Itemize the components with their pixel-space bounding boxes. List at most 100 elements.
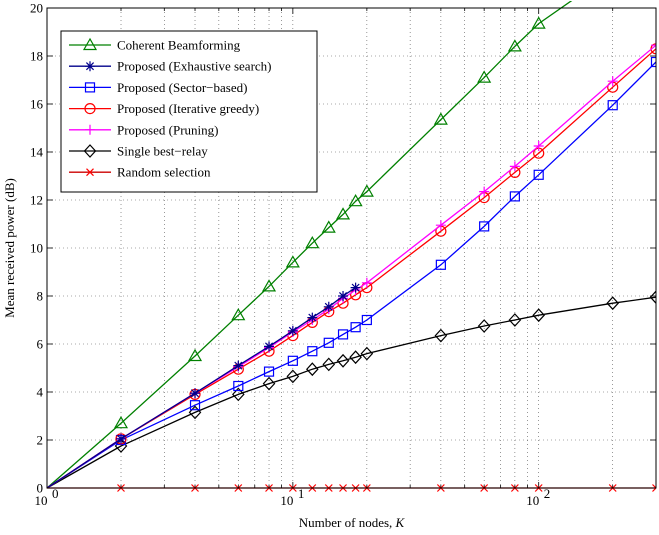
square-marker [189,400,201,411]
x-tick-label: 10 [526,493,539,508]
series-line [47,1,573,489]
diamond-marker [188,405,202,420]
square-marker [287,355,298,366]
y-tick-label: 4 [37,385,44,400]
triangle-marker [261,279,277,292]
x-tick-label-exponent: 2 [544,486,551,501]
asterisk-marker [264,341,275,352]
series-triangle [47,1,573,489]
legend-item: Proposed (Sector−based) [69,80,247,95]
y-tick-label: 20 [30,1,43,16]
x-marker [652,484,656,492]
diamond-marker [477,319,491,333]
plus-marker [509,161,520,172]
y-tick-label: 14 [30,145,44,160]
legend-box [60,30,318,193]
triangle-marker [113,415,129,429]
legend-item: Proposed (Exhaustive search) [69,59,272,74]
plus-marker [651,40,656,51]
diamond-marker [649,290,656,305]
plus-marker [533,141,544,151]
y-tick-label: 18 [30,49,43,64]
square-marker [607,100,618,111]
legend-label: Proposed (Pruning) [117,122,218,137]
asterisk-marker [233,360,244,371]
series-line [47,61,656,489]
diamond-marker [306,362,319,377]
y-tick-label: 6 [37,337,44,352]
series-square [47,56,656,489]
diamond-marker [231,387,245,402]
legend-label: Proposed (Exhaustive search) [117,59,272,74]
square-marker [435,259,446,270]
plus-marker [85,124,95,135]
square-marker [650,56,656,68]
triangle-marker [359,184,374,197]
circle-marker [84,102,96,115]
legend-label: Proposed (Iterative greedy) [117,101,259,116]
series-asterisk [47,282,361,489]
y-tick-label: 16 [30,97,44,112]
x-tick-label-exponent: 0 [52,486,59,501]
legend: Coherent Beamforming Proposed (Exhaustive… [60,30,318,193]
legend-label: Coherent Beamforming [117,38,241,53]
x-tick-label-exponent: 1 [298,486,305,501]
square-marker [350,322,361,333]
diamond-marker [532,308,546,323]
triangle-marker [187,348,203,362]
diamond-marker [322,357,336,372]
triangle-marker [531,16,546,29]
axis-ticks [46,7,657,489]
square-marker [84,82,96,93]
legend-label: Single best−relay [117,144,208,159]
asterisk-marker [287,325,298,336]
asterisk-marker [350,282,361,293]
diamond-marker [349,350,362,365]
series-line [47,296,656,489]
triangle-marker [507,39,522,52]
square-marker [533,169,544,180]
asterisk-marker [190,388,201,399]
y-tick-label: 10 [30,241,43,256]
plus-marker [479,186,490,197]
diamond-marker [83,144,97,158]
triangle-marker [348,193,363,207]
diamond-marker [262,376,276,391]
x-axis-label-text: Number of nodes, [299,515,396,530]
y-tick-label: 2 [37,433,44,448]
triangle-marker [305,235,320,249]
series-line [47,287,356,489]
triangle-marker [477,70,492,83]
asterisk-marker [338,291,349,301]
legend-item: Random selection [69,165,211,180]
triangle-marker [321,220,336,233]
legend-item: Proposed (Iterative greedy) [69,101,259,116]
square-marker [479,221,490,232]
x-tick-label: 10 [35,493,48,508]
square-marker [233,380,244,392]
y-tick-label: 0 [37,481,44,496]
diamond-marker [508,313,522,327]
x-tick-label: 10 [280,493,293,508]
triangle-marker [335,207,351,220]
legend-item: Coherent Beamforming [69,38,241,53]
y-tick-label: 8 [37,289,44,304]
square-marker [337,329,349,340]
plus-marker [435,220,446,231]
asterisk-marker [323,301,334,312]
asterisk-marker [307,312,318,323]
diamond-marker [606,296,620,311]
x-axis-label: Number of nodes, K [299,515,406,530]
plus-marker [607,76,618,87]
diamond-marker [434,328,448,343]
x-marker [86,168,94,177]
square-marker [263,366,275,377]
asterisk-marker [116,433,127,444]
legend-item: Single best−relay [69,144,208,159]
legend-label: Random selection [117,165,211,180]
triangle-marker [433,112,448,125]
x-axis-label-variable: K [395,515,406,530]
diamond-marker [336,353,350,368]
